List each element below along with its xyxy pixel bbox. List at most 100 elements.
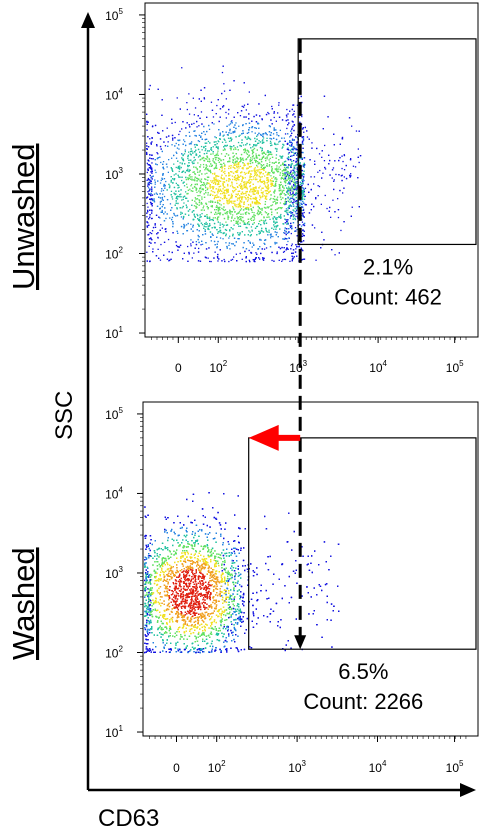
event-dot	[294, 230, 296, 232]
event-dot	[292, 257, 294, 260]
event-dot	[248, 155, 250, 157]
event-dot	[146, 153, 148, 155]
event-dot	[219, 222, 221, 224]
event-dot	[265, 195, 267, 198]
event-dot	[268, 165, 270, 167]
event-dot	[163, 241, 166, 243]
event-dot	[186, 206, 188, 209]
event-dot	[265, 133, 267, 135]
event-dot	[208, 124, 210, 127]
event-dot	[224, 260, 226, 263]
event-dot	[292, 125, 294, 128]
event-dot	[258, 140, 260, 142]
event-dot	[207, 257, 209, 259]
event-dot	[266, 190, 268, 192]
event-dot	[324, 194, 326, 197]
event-dot	[262, 142, 264, 144]
event-dot	[183, 223, 185, 226]
event-dot	[291, 163, 294, 165]
event-dot	[218, 141, 220, 143]
event-dot	[206, 214, 208, 216]
event-dot	[146, 179, 148, 181]
event-dot	[147, 183, 149, 185]
event-dot	[232, 172, 235, 174]
event-dot	[296, 104, 299, 106]
event-dot	[264, 175, 266, 177]
event-dot	[222, 131, 224, 133]
event-dot	[285, 168, 287, 170]
event-dot	[199, 171, 201, 173]
event-dot	[259, 178, 262, 180]
event-dot	[264, 157, 266, 159]
event-dot	[187, 164, 189, 167]
event-dot	[298, 162, 300, 164]
event-dot	[262, 258, 264, 260]
event-dot	[287, 113, 289, 115]
event-dot	[229, 174, 231, 176]
event-dot	[217, 216, 219, 218]
event-dot	[175, 182, 177, 184]
event-dot	[226, 125, 228, 127]
event-dot	[294, 188, 297, 190]
event-dot	[250, 217, 253, 219]
event-dot	[215, 141, 217, 143]
event-dot	[247, 137, 249, 139]
event-dot	[218, 129, 220, 131]
event-dot	[237, 177, 239, 179]
event-dot	[287, 248, 289, 250]
event-dot	[240, 145, 242, 147]
event-dot	[256, 174, 258, 176]
event-dot	[210, 153, 212, 155]
event-dot	[204, 233, 207, 235]
event-dot	[173, 178, 176, 180]
event-dot	[248, 129, 250, 131]
event-dot	[289, 149, 291, 152]
event-dot	[217, 140, 219, 142]
event-dot	[217, 221, 219, 223]
event-dot	[276, 165, 278, 167]
event-dot	[215, 137, 217, 139]
event-dot	[257, 213, 259, 216]
event-dot	[158, 257, 160, 259]
event-dot	[251, 188, 253, 190]
event-dot	[262, 156, 264, 158]
event-dot	[236, 182, 238, 185]
event-dot	[255, 114, 258, 116]
event-dot	[232, 187, 235, 189]
event-dot	[230, 195, 232, 197]
event-dot	[177, 195, 179, 197]
event-dot	[222, 184, 224, 187]
event-dot	[206, 216, 208, 218]
event-dot	[273, 220, 275, 222]
event-dot	[301, 114, 303, 116]
event-dot	[281, 190, 283, 192]
event-dot	[329, 206, 331, 209]
event-dot	[210, 240, 212, 242]
event-dot	[282, 146, 284, 148]
event-dot	[182, 158, 184, 160]
event-dot	[296, 176, 299, 179]
event-dot	[223, 206, 225, 208]
event-dot	[282, 172, 284, 175]
event-dot	[152, 226, 155, 229]
event-dot	[279, 187, 281, 189]
event-dot	[164, 211, 166, 213]
event-dot	[253, 145, 255, 147]
event-dot	[175, 166, 177, 169]
event-dot	[242, 216, 244, 219]
event-dot	[258, 127, 260, 129]
event-dot	[227, 189, 229, 191]
event-dot	[261, 158, 263, 160]
event-dot	[225, 141, 227, 143]
event-dot	[206, 142, 208, 144]
event-dot	[240, 110, 243, 112]
event-dot	[298, 206, 300, 208]
event-dot	[246, 181, 248, 184]
event-dot	[216, 219, 219, 221]
event-dot	[279, 215, 282, 217]
event-dot	[230, 211, 232, 213]
event-dot	[159, 138, 162, 140]
event-dot	[241, 105, 243, 107]
event-dot	[303, 216, 305, 218]
event-dot	[196, 180, 198, 182]
